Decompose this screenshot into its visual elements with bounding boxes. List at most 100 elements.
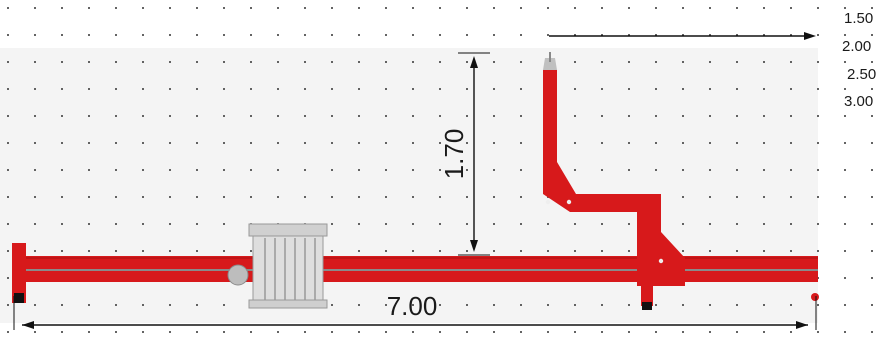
grid-dot [142,331,144,333]
grid-dot [304,142,306,144]
grid-dot [736,304,738,306]
grid-dot [7,196,9,198]
grid-dot [304,34,306,36]
grid-dot [493,223,495,225]
grid-dot [34,7,36,9]
grid-dot [574,88,576,90]
grid-dot [304,331,306,333]
grid-dot [250,7,252,9]
grid-dot [520,223,522,225]
grid-dot [628,115,630,117]
grid-dot [358,61,360,63]
length-dimension-label: 7.00 [387,291,438,321]
grid-dot [520,169,522,171]
grid-dot [439,34,441,36]
grid-dot [709,7,711,9]
grid-dot [142,88,144,90]
grid-dot [871,250,873,252]
right-end-marker [811,293,819,301]
grid-dot [250,61,252,63]
grid-dot [196,7,198,9]
grid-dot [655,304,657,306]
grid-dot [763,142,765,144]
grid-dot [169,250,171,252]
grid-dot [790,7,792,9]
grid-dot [736,196,738,198]
grid-dot [34,115,36,117]
grid-dot [466,88,468,90]
grid-dot [736,142,738,144]
grid-dot [790,61,792,63]
grid-dot [385,250,387,252]
grid-dot [628,331,630,333]
grid-dot [34,196,36,198]
grid-dot [34,142,36,144]
grid-dot [115,88,117,90]
grid-dot [601,331,603,333]
grid-dot [169,196,171,198]
grid-dot [277,142,279,144]
grid-dot [142,196,144,198]
grid-dot [493,196,495,198]
grid-dot [466,331,468,333]
grid-dot [709,142,711,144]
grid-dot [547,331,549,333]
grid-dot [709,250,711,252]
grid-dot [682,88,684,90]
grid-dot [574,61,576,63]
grid-dot [844,196,846,198]
grid-dot [385,169,387,171]
height-dimension: 1.70 [439,52,490,256]
grid-dot [439,142,441,144]
grid-dot [142,61,144,63]
grid-dot [466,250,468,252]
grid-dot [34,169,36,171]
grid-dot [115,34,117,36]
grid-dot [790,331,792,333]
grid-dot [331,223,333,225]
grid-dot [709,331,711,333]
grid-dot [520,250,522,252]
grid-dot [61,304,63,306]
grid-dot [196,331,198,333]
grid-dot [574,115,576,117]
grid-dot [817,196,819,198]
grid-dot [88,142,90,144]
grid-dot [628,250,630,252]
grid-dot [466,196,468,198]
grid-dot [331,88,333,90]
grid-dot [250,34,252,36]
grid-dot [196,250,198,252]
grid-dot [223,34,225,36]
grid-dot [439,61,441,63]
grid-dot [7,331,9,333]
grid-dot [358,7,360,9]
valve-fitting [227,264,249,286]
grid-dot [88,115,90,117]
grid-dot [223,7,225,9]
grid-dot [520,88,522,90]
grid-dot [115,142,117,144]
grid-dot [412,115,414,117]
top-arrow [549,32,816,40]
grid-dot [7,115,9,117]
grid-dot [277,34,279,36]
grid-dot [412,142,414,144]
grid-dot [844,304,846,306]
grid-dot [412,304,414,306]
grid-dot [601,304,603,306]
grid-dot [466,61,468,63]
grid-dot [871,142,873,144]
grid-dot [61,7,63,9]
grid-dot [88,196,90,198]
grid-dot [196,196,198,198]
grid-dot [7,142,9,144]
grid-dot [736,250,738,252]
grid-dot [61,196,63,198]
grid-dot [817,88,819,90]
grid-dot [331,250,333,252]
grid-dot [412,88,414,90]
grid-dot [547,7,549,9]
grid-dot [682,223,684,225]
grid-dot [61,88,63,90]
